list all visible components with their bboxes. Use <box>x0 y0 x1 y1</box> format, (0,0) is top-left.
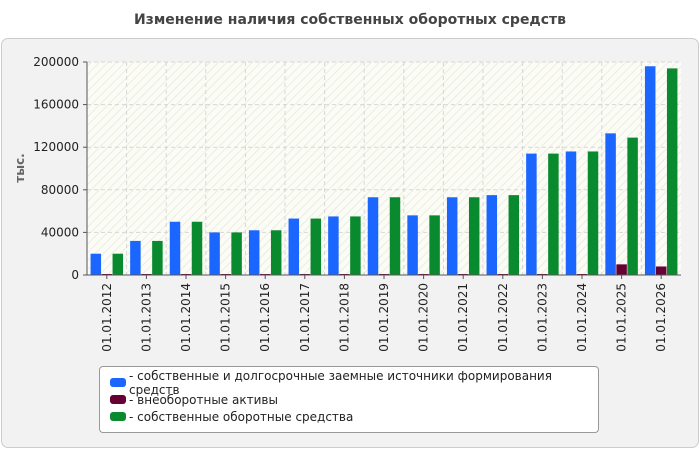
bar-sources <box>446 197 458 275</box>
bar-sources <box>407 215 418 275</box>
bar-working-capital <box>627 137 638 275</box>
bar-working-capital <box>429 215 440 275</box>
y-axis-label: тыс. <box>13 153 27 183</box>
x-tick-label: 01.01.2014 <box>179 283 193 352</box>
bar-sources <box>288 218 300 275</box>
bar-working-capital <box>152 240 163 275</box>
chart-title: Изменение наличия собственных оборотных … <box>133 12 567 28</box>
bar-sources <box>130 240 141 275</box>
x-tick-label: 01.01.2018 <box>337 283 351 352</box>
bar-working-capital <box>270 230 282 275</box>
legend-label-sources: - собственные и долгосрочные заемные ист… <box>129 368 552 397</box>
bar-sources <box>367 197 379 275</box>
legend-item-noncurrent-assets: - внеоборотные активы <box>110 391 588 408</box>
bar-sources <box>169 221 181 275</box>
bar-working-capital <box>508 195 520 275</box>
x-tick-label: 01.01.2012 <box>100 283 114 352</box>
bar-sources <box>90 253 102 275</box>
y-tick-label: 200000 <box>33 55 79 69</box>
legend-item-working-capital: - собственные оборотные средства <box>110 408 588 425</box>
x-tick-label: 01.01.2022 <box>496 283 510 352</box>
y-tick-label: 80000 <box>41 183 79 197</box>
y-tick-label: 40000 <box>41 225 79 239</box>
x-tick-label: 01.01.2023 <box>535 283 549 352</box>
legend-swatch-noncurrent-assets <box>110 395 126 404</box>
bar-sources <box>248 230 260 275</box>
grid-lines <box>87 61 681 275</box>
bar-working-capital <box>548 153 559 275</box>
legend-swatch-sources <box>110 378 126 387</box>
bar-sources <box>644 66 656 275</box>
x-tick-label: 01.01.2021 <box>456 283 470 352</box>
bar-working-capital <box>468 197 480 275</box>
legend-swatch-working-capital <box>110 412 126 421</box>
bar-noncurrent-assets <box>655 266 667 275</box>
x-tick-label: 01.01.2017 <box>298 283 312 352</box>
x-tick-label: 01.01.2015 <box>219 283 233 352</box>
x-axis-ticks: 01.01.2012 01.01.2013 01.01.2014 01.01.2015… <box>100 275 668 352</box>
x-tick-label: 01.01.2016 <box>258 283 272 352</box>
bar-sources <box>526 153 537 275</box>
plot-area <box>87 62 681 275</box>
bar-working-capital <box>310 218 322 275</box>
y-tick-label: 0 <box>71 268 79 282</box>
bar-noncurrent-assets <box>616 264 627 275</box>
bar-sources <box>328 216 339 275</box>
bar-working-capital <box>389 197 401 275</box>
bar-sources <box>605 133 616 275</box>
bar-sources <box>486 195 498 275</box>
bar-working-capital <box>112 253 124 275</box>
bar-sources <box>209 232 220 275</box>
y-tick-label: 120000 <box>33 140 79 154</box>
x-tick-label: 01.01.2026 <box>654 283 668 352</box>
bar-working-capital <box>587 151 599 275</box>
bar-working-capital <box>350 216 361 275</box>
x-tick-label: 01.01.2019 <box>377 283 391 352</box>
legend: - собственные и долгосрочные заемные ист… <box>99 366 599 433</box>
legend-label-working-capital: - собственные оборотные средства <box>129 409 354 424</box>
y-tick-label: 160000 <box>33 98 79 112</box>
bar-working-capital <box>231 232 242 275</box>
legend-label-noncurrent-assets: - внеоборотные активы <box>129 392 278 407</box>
y-axis-ticks: 0 40000 80000 120000 160000 200000 <box>33 55 87 282</box>
x-tick-label: 01.01.2020 <box>417 283 431 352</box>
bar-working-capital <box>666 68 678 275</box>
bar-working-capital <box>191 221 203 275</box>
bar-sources <box>565 151 577 275</box>
legend-item-sources: - собственные и долгосрочные заемные ист… <box>110 369 588 397</box>
x-tick-label: 01.01.2013 <box>139 283 153 352</box>
bars <box>90 66 678 275</box>
x-tick-label: 01.01.2024 <box>575 283 589 352</box>
x-tick-label: 01.01.2025 <box>615 283 629 352</box>
